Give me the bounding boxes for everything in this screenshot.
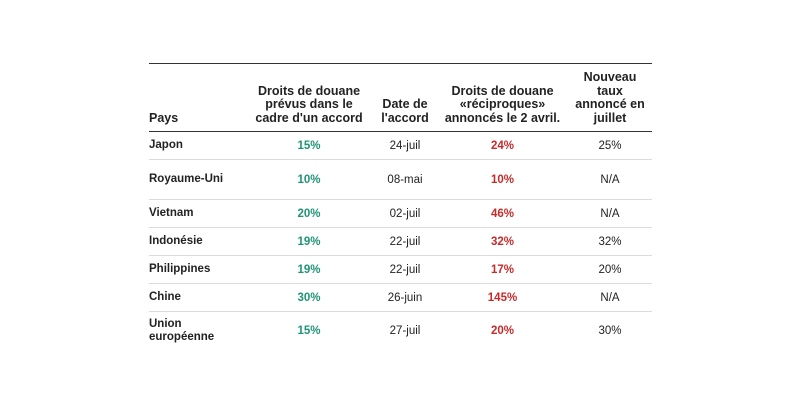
- cell-nouveau-taux: N/A: [568, 283, 652, 312]
- cell-nouveau-taux: 30%: [598, 324, 622, 337]
- cell-droits-accord: 15%: [297, 324, 321, 337]
- header-row: Pays Droits de douane prévus dans le cad…: [149, 63, 652, 132]
- cell-pays: Japon: [149, 131, 245, 160]
- cell-pays: Philippines: [149, 255, 245, 284]
- cell-date-accord: 08-mai: [373, 159, 437, 200]
- cell-droits-accord: 10%: [245, 159, 373, 200]
- cell-nouveau-taux: N/A: [568, 159, 652, 200]
- cell-droits-accord: 30%: [245, 283, 373, 312]
- tariff-table: Pays Droits de douane prévus dans le cad…: [149, 63, 652, 349]
- cell-droits-reciproques: 17%: [437, 255, 568, 284]
- cell-droits-reciproques: 24%: [437, 131, 568, 160]
- cell-date-accord: 22-juil: [373, 227, 437, 256]
- cell-droits-accord: 20%: [245, 199, 373, 228]
- cell-date-accord: 22-juil: [373, 255, 437, 284]
- cell-nouveau-taux: 32%: [568, 227, 652, 256]
- cell-pays: Royaume-Uni: [149, 159, 245, 200]
- cell-date-accord: 24-juil: [373, 131, 437, 160]
- cell-droits-accord: 19%: [245, 227, 373, 256]
- cell-droits-reciproques: 145%: [437, 283, 568, 312]
- cell-nouveau-taux: N/A: [568, 199, 652, 228]
- cell-droits-accord: 19%: [245, 255, 373, 284]
- header-pays: Pays: [149, 63, 245, 132]
- table-body: Japon 15% 24-juil 24% 25% Royaume-Uni 10…: [149, 131, 652, 350]
- cell-droits-reciproques: 10%: [437, 159, 568, 200]
- table-header: Pays Droits de douane prévus dans le cad…: [149, 63, 652, 132]
- cell-pays: Vietnam: [149, 199, 245, 228]
- table-row: Japon 15% 24-juil 24% 25%: [149, 131, 652, 160]
- table-row: Philippines 19% 22-juil 17% 20%: [149, 255, 652, 284]
- header-droits-accord: Droits de douane prévus dans le cadre d'…: [245, 63, 373, 132]
- table-row: Union européenne 15% 27-juil 20% 30%: [149, 312, 652, 350]
- cell-droits-reciproques: 46%: [437, 199, 568, 228]
- cell-pays: Chine: [149, 283, 245, 312]
- cell-nouveau-taux: 20%: [568, 255, 652, 284]
- cell-droits-reciproques: 20%: [490, 324, 515, 337]
- table-row: Vietnam 20% 02-juil 46% N/A: [149, 199, 652, 228]
- cell-date-accord: 02-juil: [373, 199, 437, 228]
- cell-pays: Union européenne: [149, 318, 215, 343]
- cell-droits-accord: 15%: [245, 131, 373, 160]
- cell-date-accord: 27-juil: [389, 324, 421, 337]
- cell-nouveau-taux: 25%: [568, 131, 652, 160]
- cell-pays: Indonésie: [149, 227, 245, 256]
- table-row: Indonésie 19% 22-juil 32% 32%: [149, 227, 652, 256]
- header-date-accord: Date de l'accord: [373, 63, 437, 132]
- table-row: Royaume-Uni 10% 08-mai 10% N/A: [149, 159, 652, 200]
- tariff-table-container: Pays Droits de douane prévus dans le cad…: [149, 63, 652, 349]
- table-row: Chine 30% 26-juin 145% N/A: [149, 283, 652, 312]
- cell-droits-reciproques: 32%: [437, 227, 568, 256]
- header-droits-reciproques: Droits de douane «réciproques» annoncés …: [437, 63, 568, 132]
- header-nouveau-taux: Nouveau taux annoncé en juillet: [568, 63, 652, 132]
- cell-date-accord: 26-juin: [373, 283, 437, 312]
